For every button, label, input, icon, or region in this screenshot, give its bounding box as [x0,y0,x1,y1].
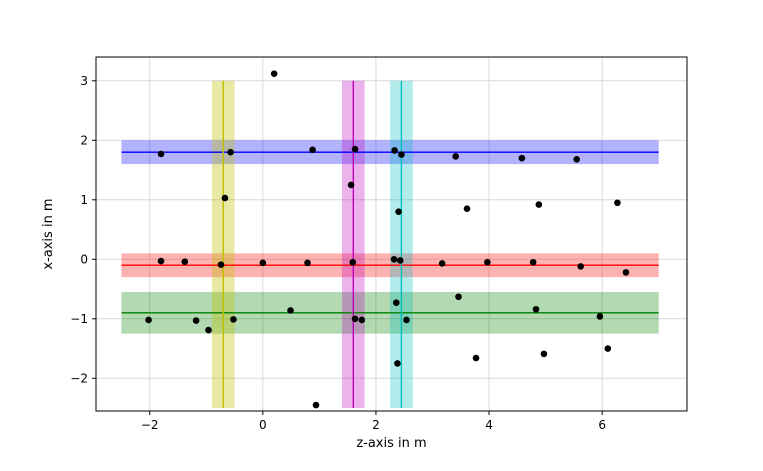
data-point [532,305,540,313]
y-tick-label: −2 [70,371,88,385]
data-point [181,258,189,265]
highlight-bands [121,80,659,409]
data-point [614,199,621,207]
x-tick-label: 4 [485,418,493,432]
data-point [398,151,405,158]
data-point [394,360,401,367]
data-point [312,401,320,409]
y-tick-label: −1 [70,312,88,326]
data-point [259,259,267,267]
data-point [622,269,630,276]
data-point [270,70,278,77]
data-point [393,299,400,307]
y-tick-label: 1 [80,193,88,207]
data-point [349,258,357,266]
data-point [145,316,152,324]
y-axis-title: x-axis in m [41,198,56,269]
data-point [221,194,229,202]
data-point [403,316,410,324]
data-point [230,316,237,323]
data-point [396,257,404,264]
data-point [192,317,200,324]
data-point [577,263,584,270]
data-point [390,255,398,263]
data-point [573,156,581,163]
y-tick-label: 3 [80,74,88,88]
data-point [157,257,165,265]
data-point [484,258,491,266]
data-point [463,205,471,213]
data-point [472,354,480,362]
data-point [452,153,459,160]
data-point [596,313,604,320]
x-axis-title: z-axis in m [356,436,426,451]
data-point [227,148,234,156]
data-point [217,261,225,268]
plot-area-frame [95,56,688,412]
data-point [205,326,212,334]
data-points [145,70,630,409]
axis-ticks: −2 0 2 4 6 −2 −1 0 1 2 3 [70,74,606,432]
data-point [455,293,462,301]
data-point [604,345,612,352]
x-tick-label: 0 [259,418,267,432]
x-tick-label: −2 [141,418,159,432]
data-point [157,150,165,158]
data-point [351,315,359,323]
data-point [438,260,446,267]
y-tick-label: 2 [80,133,88,147]
x-tick-label: 2 [372,418,380,432]
data-point [518,154,526,162]
data-point [391,147,398,154]
data-point [540,350,548,358]
data-point [287,307,294,314]
data-point [395,208,402,215]
data-point [309,146,316,154]
data-point [358,316,366,324]
data-point [304,259,311,267]
x-tick-label: 6 [598,418,606,432]
data-point [347,181,355,189]
data-point [535,201,543,208]
data-point [529,258,537,266]
y-tick-label: 0 [80,252,88,266]
data-point [351,145,359,153]
